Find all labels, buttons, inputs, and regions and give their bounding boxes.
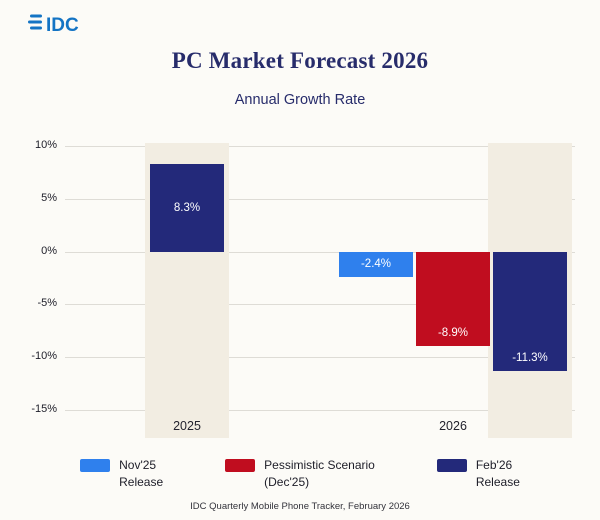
chart-subtitle: Annual Growth Rate <box>234 92 366 108</box>
y-axis-tick-label: -15% <box>31 403 57 415</box>
y-axis-tick-label: 10% <box>34 139 57 151</box>
legend-label: Nov'25 Release <box>119 457 163 492</box>
plot-area: 10% 5% 0% -5% -10% -15% 8.3% -2.4% -8.9% -11.3% 20… <box>31 139 575 438</box>
y-axis-tick-label: 5% <box>41 191 57 204</box>
gridline-5 <box>65 304 575 306</box>
y-axis-tick-label: 0% <box>41 244 57 257</box>
source-note: IDC Quarterly Mobile Phone Tracker, Febr… <box>190 501 410 512</box>
legend-label-line2: (Dec'25) <box>264 475 310 490</box>
bar-2026-feb-26-release: -11.3% <box>493 251 567 371</box>
legend-label-line2: Release <box>475 475 520 490</box>
gridline-10 <box>65 357 575 359</box>
y-axis-tick-label: -5% <box>37 297 57 310</box>
gridline-15 <box>65 410 575 411</box>
bar-value-label: 8.3% <box>173 201 201 214</box>
y-axis-tick-label: -10% <box>31 350 57 363</box>
legend-item-feb-26: Feb'26 Release <box>436 457 520 492</box>
idc-logo: IDC <box>28 10 94 41</box>
bar-2025-feb-26-release: 8.3% <box>150 163 224 252</box>
gridline-0 <box>65 251 575 253</box>
gridline-5 <box>65 198 575 200</box>
bar-value-label: -11.3% <box>512 351 548 364</box>
x-axis-label-2025: 2025 <box>173 419 201 433</box>
legend-item-nov-25: Nov'25 Release <box>80 457 163 492</box>
bar-2026-nov-25-release: -2.4% <box>339 251 413 277</box>
chart-title: PC Market Forecast 2026 <box>171 48 429 73</box>
legend-label-line1: Feb'26 <box>475 458 513 472</box>
bar-value-label: -2.4% <box>360 258 392 271</box>
legend-label-line2: Release <box>119 475 164 490</box>
bar-value-label: -8.9% <box>437 326 469 339</box>
legend-swatch-pessimistic-scenario <box>225 459 256 472</box>
legend-label-line1: Pessimistic Scenario <box>264 458 375 472</box>
legend-label-line1: Nov'25 <box>119 458 157 472</box>
legend-item-pessimistic-scenario: Pessimistic Scenario (Dec'25) <box>225 457 375 492</box>
legend-swatch-nov-25 <box>80 459 111 472</box>
bar-2026-pessimistic-scenario-dec-25: -8.9% <box>416 251 490 346</box>
legend: Nov'25 Release Pessimistic Scenario (Dec'25… <box>0 457 600 492</box>
legend-label: Feb'26 Release <box>476 457 520 492</box>
gridline-10 <box>65 146 575 147</box>
legend-swatch-feb-26 <box>436 459 467 472</box>
idc-logo-graphic: IDC <box>28 14 79 36</box>
idc-logo-text: IDC <box>46 15 79 36</box>
x-axis-label-2026: 2026 <box>439 419 467 433</box>
legend-label: Pessimistic Scenario (Dec'25) <box>264 457 375 492</box>
